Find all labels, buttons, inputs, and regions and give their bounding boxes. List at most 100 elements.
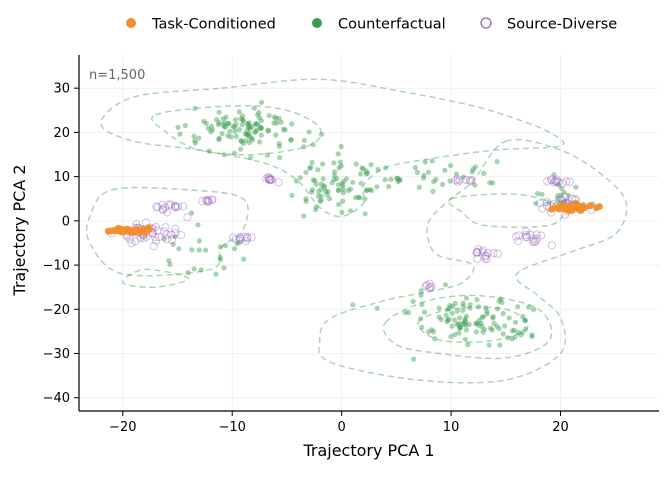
source-diverse-point <box>204 196 213 205</box>
source-diverse-point <box>466 176 475 185</box>
counterfactual-point <box>221 152 227 158</box>
counterfactual-point <box>313 207 319 213</box>
counterfactual-point <box>490 315 496 321</box>
source-diverse-point <box>173 202 182 211</box>
counterfactual-point <box>234 240 240 247</box>
counterfactual-point <box>240 140 246 147</box>
counterfactual-point <box>239 122 245 128</box>
counterfactual-point <box>195 222 201 228</box>
counterfactual-point <box>520 313 526 320</box>
y-tick-label: 0 <box>62 214 70 229</box>
counterfactual-point <box>339 209 345 215</box>
source-diverse-point <box>158 206 167 215</box>
source-diverse-point <box>127 239 136 248</box>
counterfactual-point <box>336 165 342 171</box>
counterfactual-point <box>316 193 322 199</box>
counterfactual-point <box>282 127 288 133</box>
counterfactual-point <box>350 179 356 185</box>
counterfactual-point <box>447 302 453 309</box>
source-diverse-point <box>152 202 161 211</box>
counterfactual-point <box>509 336 515 342</box>
source-diverse-point <box>243 234 252 243</box>
counterfactual-point <box>460 308 466 314</box>
source-diverse-point <box>425 284 434 293</box>
counterfactual-point <box>484 308 490 314</box>
counterfactual-point <box>238 146 244 152</box>
counterfactual-point <box>255 121 261 127</box>
x-tick-label: 20 <box>552 420 569 435</box>
counterfactual-point <box>259 99 265 105</box>
counterfactual-point <box>374 184 380 190</box>
counterfactual-point <box>457 315 463 321</box>
source-diverse-point <box>161 223 170 232</box>
source-diverse-point <box>167 235 176 244</box>
counterfactual-point <box>265 127 271 133</box>
counterfactual-point <box>340 183 346 189</box>
source-diverse-point <box>149 241 158 251</box>
source-diverse-point <box>529 234 538 243</box>
counterfactual-point <box>336 201 342 207</box>
source-diverse-point <box>543 177 552 186</box>
counterfactual-point <box>365 170 371 176</box>
source-diverse-point <box>526 230 535 239</box>
counterfactual-point <box>396 177 403 183</box>
counterfactual-point <box>511 327 517 333</box>
counterfactual-point <box>456 330 462 336</box>
counterfactual-point <box>208 129 214 135</box>
y-tick-label: 10 <box>53 170 70 185</box>
counterfactual-point <box>469 169 475 175</box>
counterfactual-point <box>453 171 459 177</box>
counterfactual-point <box>312 177 318 184</box>
counterfactual-point <box>368 187 375 194</box>
counterfactual-point <box>457 325 463 331</box>
counterfactual-point <box>358 180 364 186</box>
counterfactual-point <box>506 315 512 321</box>
counterfactual-point <box>454 321 460 327</box>
counterfactual-point <box>301 137 307 143</box>
counterfactual-point <box>265 128 272 134</box>
counterfactual-point <box>512 334 518 340</box>
counterfactual-point <box>460 300 466 306</box>
density-contours <box>85 78 628 384</box>
counterfactual-point <box>412 165 418 171</box>
source-diverse-point <box>274 178 283 187</box>
counterfactual-point <box>460 303 466 309</box>
source-diverse-point <box>265 175 274 184</box>
counterfactual-point <box>432 336 438 342</box>
counterfactual-point <box>374 305 380 311</box>
counterfactual-point <box>444 319 450 325</box>
counterfactual-point <box>558 192 564 198</box>
y-axis-label: Trajectory PCA 2 <box>10 164 29 296</box>
task-conditioned-point <box>134 227 141 234</box>
x-axis-label: Trajectory PCA 1 <box>302 441 434 460</box>
counterfactual-point <box>309 189 315 195</box>
counterfactual-point <box>481 326 487 332</box>
counterfactual-point <box>388 176 394 182</box>
counterfactual-point <box>489 327 495 333</box>
counterfactual-point <box>203 120 209 126</box>
counterfactual-point <box>340 198 346 204</box>
counterfactual-point <box>529 332 535 338</box>
counterfactual-point <box>340 186 346 192</box>
contour-line <box>150 105 322 156</box>
counterfactual-point <box>429 327 435 333</box>
counterfactual-point <box>518 332 524 338</box>
counterfactual-point <box>215 122 221 128</box>
source-diverse-point <box>425 279 434 288</box>
source-diverse-point <box>265 175 274 184</box>
counterfactual-point <box>301 144 307 150</box>
source-diverse-point <box>204 197 213 206</box>
counterfactual-point <box>446 305 452 311</box>
counterfactual-point <box>273 115 279 121</box>
counterfactual-point <box>240 118 246 124</box>
source-diverse-point <box>167 230 176 239</box>
counterfactual-point <box>555 193 561 199</box>
counterfactual-point <box>442 167 448 173</box>
counterfactual-point <box>476 317 482 323</box>
counterfactual-point <box>460 174 467 180</box>
source-diverse-point <box>236 233 245 242</box>
counterfactual-point <box>422 159 428 165</box>
x-tick-label: 0 <box>338 420 346 435</box>
source-diverse-point <box>533 234 542 243</box>
source-diverse-point <box>543 198 552 207</box>
